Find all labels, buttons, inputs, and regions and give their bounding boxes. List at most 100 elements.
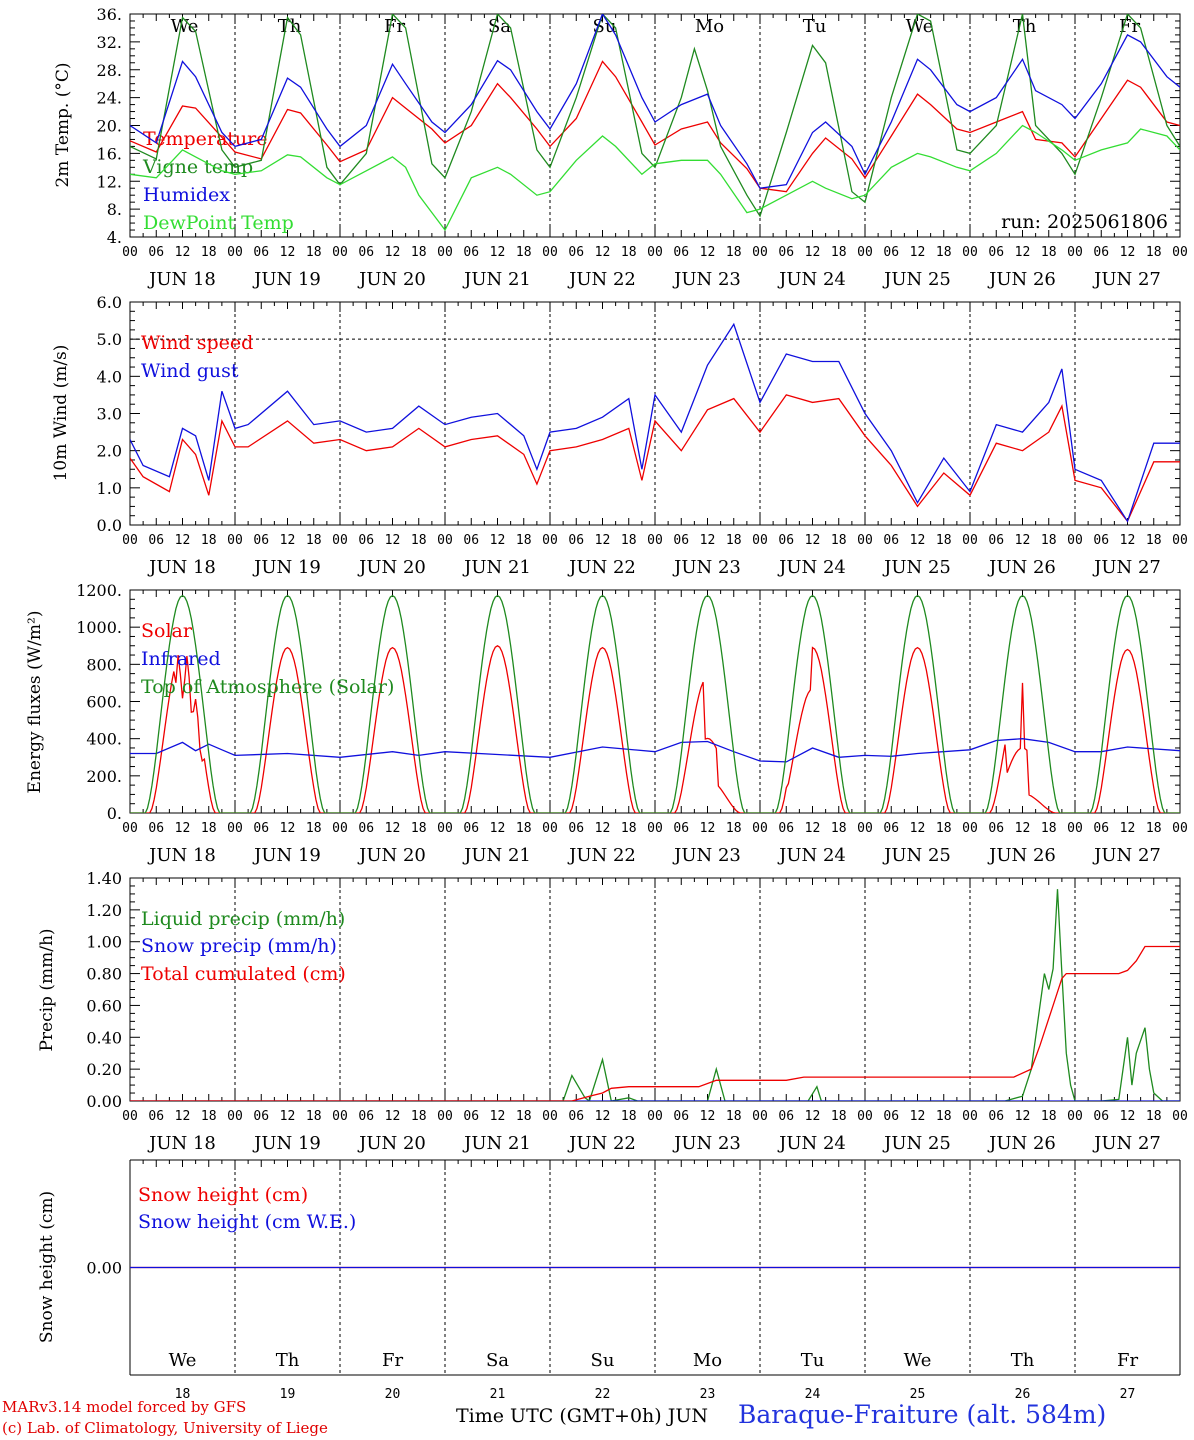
series-line-vigne-temp [130,14,1180,218]
hour-label: 12 [910,245,926,260]
hour-label: 06 [463,533,479,548]
y-tick-label: 20. [97,117,122,136]
footer-model: MARv3.14 model forced by GFS [2,1398,247,1416]
hour-label: 06 [253,821,269,836]
hour-label: 06 [883,245,899,260]
hour-label: 18 [1146,1109,1162,1124]
hour-label: 06 [148,1109,164,1124]
hour-label: 00 [752,245,768,260]
hour-label: 00 [332,245,348,260]
date-label: JUN 24 [777,557,846,578]
y-tick-label: 0.80 [86,965,122,984]
date-label: JUN 25 [882,845,951,866]
hour-label: 00 [122,1109,138,1124]
hour-label: 12 [385,821,401,836]
hour-label: 06 [673,533,689,548]
hour-label: 18 [621,821,637,836]
date-label: JUN 18 [147,845,216,866]
hour-label: 12 [280,1109,296,1124]
day-name: Sa [488,16,511,37]
hour-label: 06 [673,1109,689,1124]
hour-label: 00 [857,821,873,836]
hour-label: 18 [726,533,742,548]
date-label: JUN 19 [252,1133,321,1154]
y-tick-label: 0.40 [86,1028,122,1047]
hour-label: 00 [437,245,453,260]
date-label: JUN 24 [777,845,846,866]
day-number: 18 [175,1387,191,1402]
y-tick-label: 28. [97,61,122,80]
date-label: JUN 25 [882,269,951,290]
date-label: JUN 25 [882,557,951,578]
hour-label: 18 [621,1109,637,1124]
y-tick-label: 0.00 [86,1259,122,1278]
day-number: 19 [280,1387,296,1402]
y-axis-label: Energy fluxes (W/m²) [25,611,45,794]
day-name: Tu [803,16,827,37]
day-number: 25 [910,1387,926,1402]
hour-label: 00 [647,245,663,260]
footer-lab: (c) Lab. of Climatology, University of L… [2,1419,328,1437]
hour-label: 18 [516,1109,532,1124]
legend-temperature: Temperature [143,128,267,150]
legend-vigne-temp: Vigne temp [142,156,253,178]
hour-label: 00 [857,1109,873,1124]
hour-label: 12 [1120,533,1136,548]
panel-4: 0.00 0.20 0.40 0.60 0.80 1.00 1.20 1.40 Precip (… [37,869,1188,1154]
hour-label: 12 [595,245,611,260]
hour-label: 06 [148,821,164,836]
hour-label: 06 [358,245,374,260]
hour-label: 06 [778,245,794,260]
date-label: JUN 24 [777,1133,846,1154]
hour-label: 00 [962,245,978,260]
hour-label: 00 [1172,533,1188,548]
hour-label: 06 [883,1109,899,1124]
hour-label: 18 [831,821,847,836]
hour-label: 18 [621,533,637,548]
hour-label: 12 [595,533,611,548]
day-name: We [904,1350,932,1371]
y-tick-label: 0. [107,804,122,823]
y-tick-label: 5.0 [97,330,122,349]
y-tick-label: 4.0 [97,367,122,386]
hour-label: 00 [1172,1109,1188,1124]
hour-label: 00 [437,533,453,548]
hour-label: 00 [647,821,663,836]
hour-label: 18 [411,821,427,836]
hour-label: 12 [805,533,821,548]
hour-label: 06 [1093,1109,1109,1124]
hour-label: 18 [411,1109,427,1124]
day-name: We [169,1350,197,1371]
hour-label: 18 [936,821,952,836]
hour-label: 06 [778,533,794,548]
y-tick-label: 32. [97,33,122,52]
date-label: JUN 21 [462,557,531,578]
hour-label: 00 [962,821,978,836]
day-name: Mo [693,1350,722,1371]
y-tick-label: 1000. [76,618,122,637]
date-label: JUN 21 [462,1133,531,1154]
day-name: Th [276,1350,300,1371]
hour-label: 12 [280,821,296,836]
hour-label: 12 [1120,821,1136,836]
day-name: Fr [384,16,405,37]
hour-label: 18 [1041,533,1057,548]
y-tick-label: 400. [86,730,122,749]
hour-label: 18 [831,533,847,548]
date-label: JUN 19 [252,269,321,290]
hour-label: 18 [201,1109,217,1124]
hour-label: 18 [201,533,217,548]
hour-label: 12 [175,1109,191,1124]
hour-label: 00 [332,1109,348,1124]
hour-label: 00 [752,821,768,836]
x-axis-label: Time UTC (GMT+0h) JUN [456,1405,708,1427]
hour-label: 12 [1015,533,1031,548]
hour-label: 18 [1146,245,1162,260]
day-number: 20 [385,1387,401,1402]
panel-1: 4. 8. 12. 16. 20. 24. 28. 32. 36. 2m Temp. (°C) 00… [53,5,1188,290]
y-axis-label: Snow height (cm) [37,1191,57,1343]
series-line-temperature [130,60,1180,193]
date-label: JUN 26 [987,1133,1056,1154]
y-tick-label: 0.0 [97,516,122,535]
hour-label: 18 [201,821,217,836]
